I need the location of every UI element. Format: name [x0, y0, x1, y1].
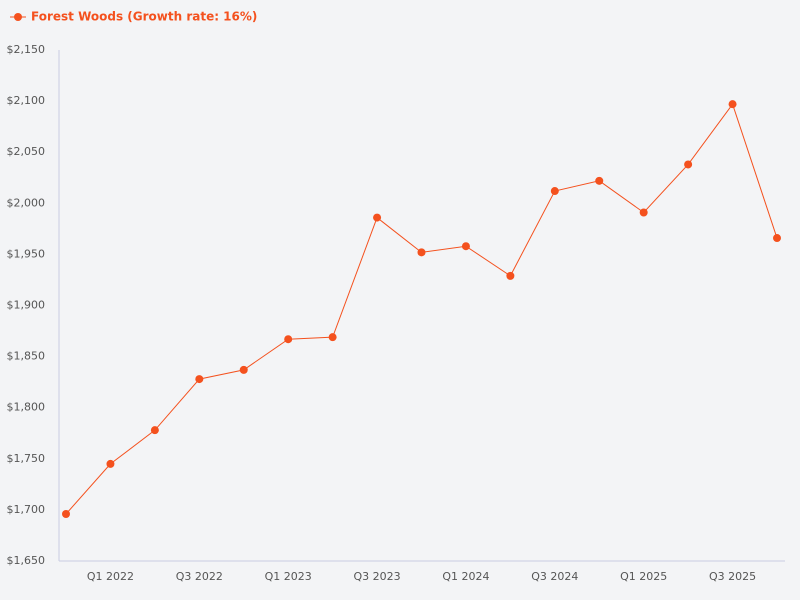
- data-point: [195, 375, 204, 384]
- y-tick-label: $2,100: [7, 94, 46, 107]
- series-line: [65, 103, 778, 515]
- y-tick-label: $1,750: [7, 452, 46, 465]
- legend-label: Forest Woods (Growth rate: 16%): [31, 10, 257, 24]
- data-point: [328, 333, 337, 342]
- data-point: [550, 187, 559, 196]
- data-point: [506, 271, 515, 280]
- y-tick-label: $1,900: [7, 299, 46, 312]
- x-tick-label: Q3 2025: [709, 570, 756, 583]
- data-point: [106, 459, 115, 468]
- y-tick-label: $2,000: [7, 196, 46, 209]
- y-tick-label: $1,700: [7, 503, 46, 516]
- x-tick-label: Q3 2024: [531, 570, 578, 583]
- data-point: [150, 426, 159, 435]
- data-point: [461, 242, 470, 251]
- y-tick-label: $2,050: [7, 145, 46, 158]
- y-tick-label: $1,650: [7, 554, 46, 567]
- data-point: [773, 234, 781, 243]
- data-point: [684, 160, 693, 169]
- data-point: [595, 176, 604, 185]
- y-tick-label: $2,150: [7, 43, 46, 56]
- y-tick-label: $1,950: [7, 247, 46, 260]
- x-tick-label: Q3 2022: [176, 570, 223, 583]
- x-tick-label: Q3 2023: [353, 570, 400, 583]
- x-tick-label: Q1 2022: [87, 570, 134, 583]
- y-tick-label: $1,850: [7, 350, 46, 363]
- y-tick-label: $1,800: [7, 401, 46, 414]
- data-point: [373, 213, 382, 222]
- data-point: [284, 335, 293, 344]
- x-tick-label: Q1 2023: [265, 570, 312, 583]
- data-point: [62, 509, 70, 518]
- data-point: [639, 208, 648, 217]
- data-point: [417, 248, 426, 257]
- data-point: [728, 100, 737, 109]
- x-tick-label: Q1 2024: [442, 570, 489, 583]
- legend-marker: [14, 13, 22, 21]
- data-point: [239, 365, 248, 374]
- x-tick-label: Q1 2025: [620, 570, 667, 583]
